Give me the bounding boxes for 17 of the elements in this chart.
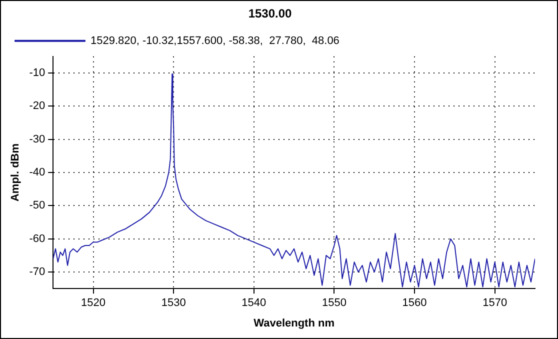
x-tick-label: 1560 [402,297,427,310]
y-tick-label: -20 [29,100,46,112]
y-tick-label: -40 [29,166,46,179]
y-tick-label: -50 [29,200,46,212]
x-tick-label: 1540 [242,297,266,310]
x-tick-label: 1520 [81,297,106,310]
y-tick-label: -70 [29,266,46,278]
y-axis-title: Ampl. dBm [10,143,22,202]
text: 1529.820, -10.32,1557.600, -58.38, 27.780, 48.06 [90,34,340,47]
chart-title: 1530.00 [248,6,292,21]
y-tick-label: -30 [29,133,46,146]
y-tick-label: -60 [29,232,46,245]
x-axis-title: Wavelength nm [254,317,335,330]
x-tick-label: 1570 [482,297,508,310]
y-tick-label: -10 [29,67,46,80]
x-tick-label: 1550 [322,297,346,310]
x-tick-label: 1530 [161,297,186,310]
